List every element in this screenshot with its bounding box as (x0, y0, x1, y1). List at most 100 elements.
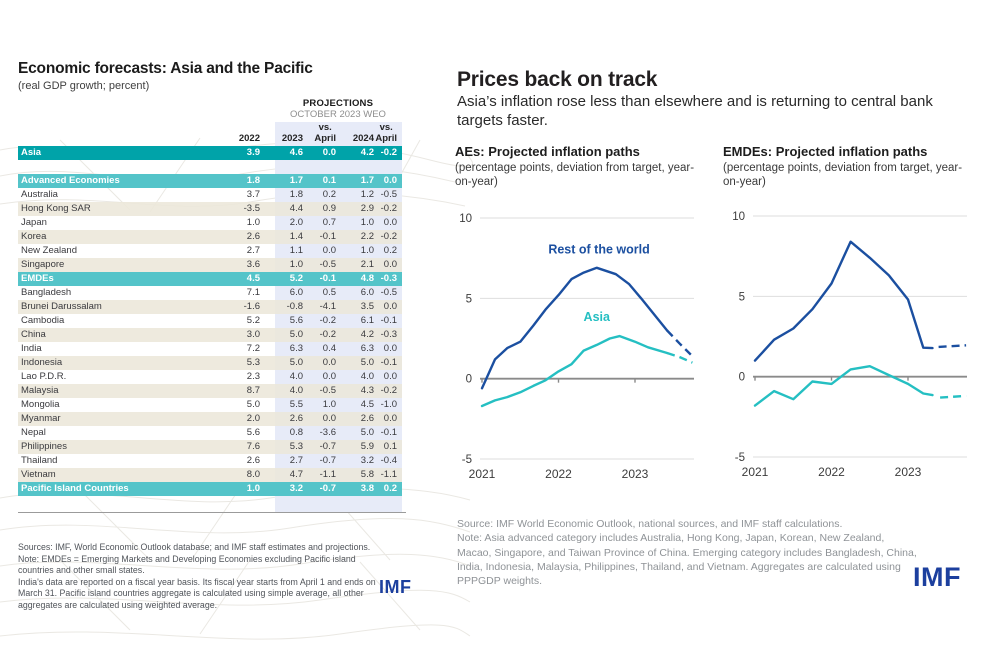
y-tick-label: 0 (466, 374, 472, 386)
row-label: Asia (21, 147, 42, 158)
y-tick-label: 10 (459, 213, 472, 225)
y-tick-label: 5 (466, 293, 472, 305)
left-footnote-note: Note: EMDEs = Emerging Markets and Devel… (18, 553, 356, 576)
row-value: 5.3 (289, 441, 303, 452)
table-row: Korea 2.6 1.4 -0.1 2.2 -0.2 (18, 230, 402, 244)
row-value: -1.0 (380, 399, 397, 410)
row-value: -0.1 (380, 357, 397, 368)
y-tick-label: -5 (462, 454, 472, 466)
row-label: Malaysia (21, 385, 59, 396)
row-value: -0.2 (380, 203, 397, 214)
y-tick-label: -5 (735, 452, 745, 464)
row-value: 1.0 (360, 217, 374, 228)
table-row: Asia 3.9 4.6 0.0 4.2 -0.2 (18, 146, 402, 160)
row-value: -3.6 (319, 427, 336, 438)
table-row: Nepal 5.6 0.8 -3.6 5.0 -0.1 (18, 426, 402, 440)
row-value: 3.5 (360, 301, 374, 312)
row-label: New Zealand (21, 245, 77, 256)
projections-label: PROJECTIONS (302, 98, 374, 109)
row-value: -0.3 (380, 273, 397, 284)
row-value: 0.9 (322, 203, 336, 214)
row-value: 0.0 (383, 413, 397, 424)
row-label: Mongolia (21, 399, 60, 410)
series-solid (753, 240, 934, 362)
row-value: 2.9 (360, 203, 374, 214)
row-value: -0.4 (380, 455, 397, 466)
row-value: 0.0 (322, 357, 336, 368)
row-value: 5.2 (289, 273, 303, 284)
row-value: -0.7 (319, 455, 336, 466)
table-row: New Zealand 2.7 1.1 0.0 1.0 0.2 (18, 244, 402, 258)
row-value: 4.0 (289, 371, 303, 382)
row-value: -0.5 (319, 385, 336, 396)
row-value: 4.5 (246, 273, 260, 284)
imf-logo-right: IMF (913, 562, 961, 592)
row-value: 4.0 (360, 371, 374, 382)
right-panel-subtitle: Asia’s inflation rose less than elsewher… (457, 93, 933, 129)
row-value: 1.0 (246, 217, 260, 228)
row-value: 4.5 (360, 399, 374, 410)
row-value: 0.0 (322, 413, 336, 424)
row-value: 0.0 (383, 301, 397, 312)
row-value: 0.7 (322, 217, 336, 228)
row-value: 4.7 (289, 469, 303, 480)
table-row: China 3.0 5.0 -0.2 4.2 -0.3 (18, 328, 402, 342)
row-value: 4.6 (289, 147, 303, 158)
row-value: -3.5 (243, 203, 260, 214)
table-row: Brunei Darussalam -1.6 -0.8 -4.1 3.5 0.0 (18, 300, 402, 314)
row-label: Singapore (21, 259, 65, 270)
row-value: 5.5 (289, 399, 303, 410)
row-value: 5.8 (360, 469, 374, 480)
row-value: -0.2 (319, 329, 336, 340)
y-tick-label: 10 (732, 211, 745, 223)
row-value: 1.7 (289, 175, 303, 186)
row-value: 6.0 (360, 287, 374, 298)
table-row: Hong Kong SAR -3.5 4.4 0.9 2.9 -0.2 (18, 202, 402, 216)
series-solid (753, 364, 934, 407)
row-value: -0.5 (380, 189, 397, 200)
x-tick-label: 2022 (545, 467, 572, 481)
row-value: 5.2 (246, 315, 260, 326)
row-value: -0.2 (380, 231, 397, 242)
chart-emdes: 10 5 0 -5 2021 2022 2023 (725, 188, 990, 488)
row-value: 0.8 (289, 427, 303, 438)
row-value: -0.2 (380, 147, 397, 158)
row-value: 6.1 (360, 315, 374, 326)
row-value: -1.6 (243, 301, 260, 312)
table-row: Singapore 3.6 1.0 -0.5 2.1 0.0 (18, 258, 402, 272)
row-value: 1.7 (360, 175, 374, 186)
row-label: Thailand (21, 455, 58, 466)
table-row: Vietnam 8.0 4.7 -1.1 5.8 -1.1 (18, 468, 402, 482)
row-value: 5.6 (246, 427, 260, 438)
row-value: 4.8 (360, 273, 374, 284)
row-label: Bangladesh (21, 287, 72, 298)
series-dashed-projection (938, 344, 967, 349)
row-label: Philippines (21, 441, 67, 452)
row-value: 6.3 (360, 343, 374, 354)
row-value: 1.8 (289, 189, 303, 200)
row-value: 5.6 (289, 315, 303, 326)
row-label: India (21, 343, 42, 354)
table-row: Australia 3.7 1.8 0.2 1.2 -0.5 (18, 188, 402, 202)
series-dashed-projection (666, 351, 693, 364)
row-value: -1.1 (319, 469, 336, 480)
row-value: 0.1 (322, 175, 336, 186)
row-value: -4.1 (319, 301, 336, 312)
row-value: 0.0 (322, 245, 336, 256)
x-tick-label: 2023 (895, 465, 922, 479)
row-value: -0.1 (380, 427, 397, 438)
row-value: -0.7 (319, 483, 336, 494)
projections-sublabel: OCTOBER 2023 WEO (290, 109, 386, 120)
row-value: 5.3 (246, 357, 260, 368)
row-value: 6.3 (289, 343, 303, 354)
row-value: -0.8 (286, 301, 303, 312)
row-value: 8.7 (246, 385, 260, 396)
row-value: 1.0 (322, 399, 336, 410)
row-label: EMDEs (21, 273, 54, 284)
column-header-vs-april-1: vs. April (314, 122, 336, 144)
row-value: 2.3 (246, 371, 260, 382)
column-header-2024: 2024 (352, 132, 374, 144)
table-row: Lao P.D.R. 2.3 4.0 0.0 4.0 0.0 (18, 370, 402, 384)
row-value: 1.0 (246, 483, 260, 494)
